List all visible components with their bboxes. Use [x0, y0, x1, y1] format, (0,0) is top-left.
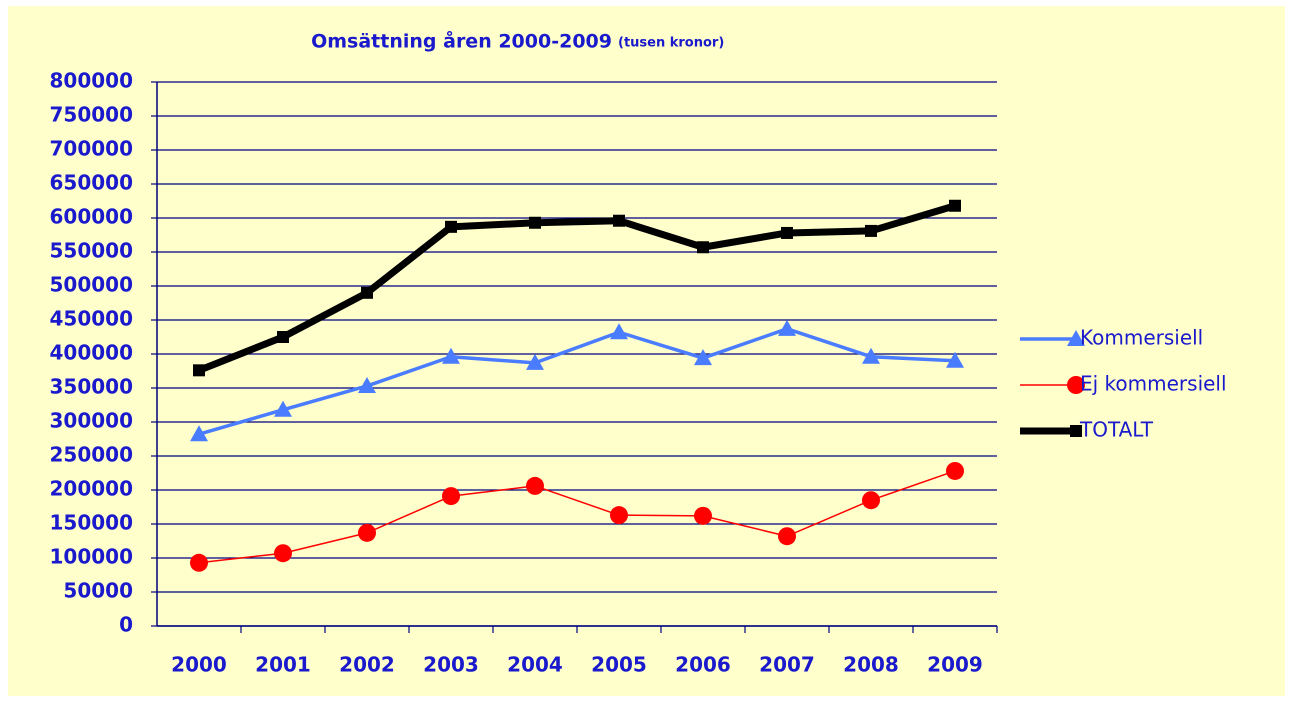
y-tick-label: 0	[119, 613, 133, 637]
data-point	[445, 220, 457, 233]
y-tick-label: 650000	[50, 171, 134, 195]
x-tick-label: 2003	[423, 653, 479, 677]
legend-label: TOTALT	[1079, 418, 1154, 442]
data-point	[274, 544, 292, 563]
data-point	[526, 476, 544, 495]
y-tick-label: 250000	[50, 443, 134, 467]
y-tick-label: 750000	[50, 103, 134, 127]
data-point	[361, 286, 373, 299]
data-point	[442, 487, 460, 506]
data-point	[694, 349, 712, 366]
x-tick-label: 2004	[507, 653, 563, 677]
y-tick-label: 300000	[50, 409, 134, 433]
data-point	[358, 523, 376, 542]
y-tick-label: 400000	[50, 341, 134, 365]
y-tick-label: 800000	[50, 69, 134, 93]
series-line	[198, 327, 956, 436]
y-tick-label: 600000	[50, 205, 134, 229]
data-point	[694, 506, 712, 525]
data-point	[697, 241, 709, 254]
data-point	[862, 347, 880, 364]
y-tick-label: 700000	[50, 137, 134, 161]
data-point	[193, 364, 205, 377]
series-line	[198, 470, 956, 564]
series-line	[197, 202, 957, 374]
y-tick-label: 50000	[63, 579, 133, 603]
x-tick-label: 2008	[843, 653, 899, 677]
legend-marker	[1067, 330, 1085, 346]
y-tick-label: 200000	[50, 477, 134, 501]
x-tick-label: 2002	[339, 653, 395, 677]
y-tick-label: 150000	[50, 511, 134, 535]
data-point	[526, 353, 544, 370]
y-tick-label: 450000	[50, 307, 134, 331]
x-tick-label: 2005	[591, 653, 647, 677]
x-tick-label: 2001	[255, 653, 311, 677]
x-tick-label: 2000	[171, 653, 227, 677]
data-point	[946, 351, 964, 368]
data-point	[778, 319, 796, 336]
chart-background	[8, 6, 1285, 696]
data-point	[274, 400, 292, 417]
y-tick-label: 100000	[50, 545, 134, 569]
data-point	[865, 224, 877, 237]
y-tick-label: 500000	[50, 273, 134, 297]
legend-label: Kommersiell	[1080, 326, 1203, 350]
data-point	[781, 226, 793, 239]
data-point	[949, 199, 961, 212]
data-point	[442, 347, 460, 364]
x-tick-label: 2006	[675, 653, 731, 677]
data-point	[778, 527, 796, 546]
legend-label: Ej kommersiell	[1080, 372, 1227, 396]
data-point	[862, 491, 880, 510]
legend-marker	[1070, 425, 1082, 437]
data-point	[610, 506, 628, 525]
data-point	[190, 425, 208, 442]
data-point	[277, 331, 289, 343]
chart-subtitle: (tusen kronor)	[618, 36, 724, 51]
data-point	[529, 216, 541, 229]
y-tick-label: 350000	[50, 375, 134, 399]
data-point	[358, 376, 376, 393]
legend-marker	[1067, 376, 1085, 394]
x-tick-label: 2007	[759, 653, 815, 677]
chart-title: Omsättning åren 2000-2009	[311, 29, 612, 53]
x-tick-label: 2009	[927, 653, 983, 677]
data-point	[946, 461, 964, 480]
y-tick-label: 550000	[50, 239, 134, 263]
data-point	[190, 553, 208, 572]
data-point	[610, 323, 628, 340]
data-point	[613, 214, 625, 227]
